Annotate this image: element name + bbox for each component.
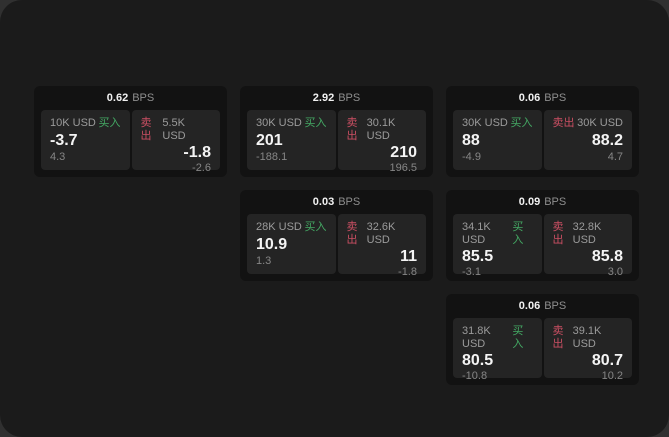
sell-sub-value: -1.8 [398,266,417,278]
buy-amount: 31.8K USD [462,325,491,350]
sell-quote-tile[interactable]: 卖出 32.6K USD 11 -1.8 [337,214,426,278]
quote-card: 0.09 BPS 34.1K USD 买入 85.5 -3.1 卖出 32.8K… [446,190,639,281]
quote-panes: 31.8K USD 买入 80.5 -10.8 卖出 39.1K USD 80.… [453,318,632,382]
bps-unit-label: BPS [544,300,567,312]
buy-amount: 30K USD [256,117,302,129]
buy-price: 201 [256,132,283,149]
sell-quote-tile[interactable]: 卖出 30.1K USD 210 196.5 [337,110,426,174]
quote-card: 2.92 BPS 30K USD 买入 201 -188.1 卖出 30.1K … [240,86,433,177]
buy-amount: 10K USD [50,117,96,129]
sell-label: 卖出 [552,117,575,129]
quote-card: 0.06 BPS 31.8K USD 买入 80.5 -10.8 卖出 39.1… [446,294,639,385]
sell-amount: 32.8K USD [572,221,602,246]
buy-quote-tile[interactable]: 30K USD 买入 201 -188.1 [247,110,336,170]
bps-unit-label: BPS [338,92,361,104]
sell-amount: 32.6K USD [366,221,396,246]
bps-value: 0.62 [106,92,129,104]
sell-price: 80.7 [591,352,623,369]
buy-price: 80.5 [462,352,494,369]
buy-label: 买入 [304,221,327,233]
sell-label: 卖出 [140,117,152,142]
buy-sub-value: -10.8 [462,370,488,382]
buy-label: 买入 [512,221,524,246]
sell-amount: 5.5K USD [162,117,186,142]
buy-label: 买入 [304,117,327,129]
bps-value: 0.03 [312,196,335,208]
quote-panes: 30K USD 买入 88 -4.9 卖出 30K USD 88.2 4.7 [453,110,632,170]
card-header: 0.62 BPS [41,91,220,106]
buy-amount: 28K USD [256,221,302,233]
quote-panes: 10K USD 买入 -3.7 4.3 卖出 5.5K USD -1.8 -2.… [41,110,220,174]
card-header: 0.06 BPS [453,299,632,314]
buy-sub-value: -188.1 [256,151,288,163]
card-header: 2.92 BPS [247,91,426,106]
sell-price: -1.8 [183,144,211,161]
buy-quote-tile[interactable]: 30K USD 买入 88 -4.9 [453,110,542,170]
buy-quote-tile[interactable]: 31.8K USD 买入 80.5 -10.8 [453,318,542,382]
quote-board: 0.62 BPS 10K USD 买入 -3.7 4.3 卖出 5.5K USD [34,86,639,385]
buy-quote-tile[interactable]: 28K USD 买入 10.9 1.3 [247,214,336,274]
buy-price: -3.7 [50,132,78,149]
sell-sub-value: 3.0 [607,266,623,278]
quote-card: 0.03 BPS 28K USD 买入 10.9 1.3 卖出 32.6K US… [240,190,433,281]
quote-panes: 28K USD 买入 10.9 1.3 卖出 32.6K USD 11 -1.8 [247,214,426,278]
sell-label: 卖出 [346,221,358,246]
sell-price: 11 [400,248,417,265]
buy-quote-tile[interactable]: 34.1K USD 买入 85.5 -3.1 [453,214,542,278]
sell-label: 卖出 [552,325,564,350]
quote-card: 0.62 BPS 10K USD 买入 -3.7 4.3 卖出 5.5K USD [34,86,227,177]
buy-amount: 30K USD [462,117,508,129]
buy-sub-value: -4.9 [462,151,481,163]
sell-quote-tile[interactable]: 卖出 32.8K USD 85.8 3.0 [543,214,632,278]
buy-quote-tile[interactable]: 10K USD 买入 -3.7 4.3 [41,110,130,170]
buy-amount: 34.1K USD [462,221,491,246]
sell-amount: 30K USD [577,117,623,129]
sell-sub-value: -2.6 [192,162,211,174]
bps-value: 0.09 [518,196,541,208]
sell-price: 210 [390,144,417,161]
sell-sub-value: 196.5 [389,162,417,174]
sell-quote-tile[interactable]: 卖出 5.5K USD -1.8 -2.6 [131,110,220,174]
card-header: 0.03 BPS [247,195,426,210]
bps-unit-label: BPS [544,92,567,104]
buy-sub-value: 1.3 [256,255,272,267]
sell-amount: 30.1K USD [366,117,396,142]
bps-value: 2.92 [312,92,335,104]
sell-label: 卖出 [552,221,564,246]
sell-price: 85.8 [591,248,623,265]
bps-value: 0.06 [518,300,541,312]
buy-price: 85.5 [462,248,494,265]
buy-label: 买入 [98,117,121,129]
sell-quote-tile[interactable]: 卖出 30K USD 88.2 4.7 [543,110,632,170]
quote-panes: 34.1K USD 买入 85.5 -3.1 卖出 32.8K USD 85.8… [453,214,632,278]
sell-sub-value: 4.7 [607,151,623,163]
bps-value: 0.06 [518,92,541,104]
buy-label: 买入 [510,117,533,129]
sell-label: 卖出 [346,117,358,142]
buy-label: 买入 [512,325,524,350]
buy-sub-value: 4.3 [50,151,66,163]
sell-sub-value: 10.2 [601,370,623,382]
bps-unit-label: BPS [544,196,567,208]
sell-price: 88.2 [591,132,623,149]
buy-sub-value: -3.1 [462,266,481,278]
bps-unit-label: BPS [338,196,361,208]
card-header: 0.06 BPS [453,91,632,106]
sell-quote-tile[interactable]: 卖出 39.1K USD 80.7 10.2 [543,318,632,382]
quote-panes: 30K USD 买入 201 -188.1 卖出 30.1K USD 210 1… [247,110,426,174]
buy-price: 88 [462,132,480,149]
bps-unit-label: BPS [132,92,155,104]
buy-price: 10.9 [256,236,288,253]
quote-card: 0.06 BPS 30K USD 买入 88 -4.9 卖出 30K USD [446,86,639,177]
sell-amount: 39.1K USD [572,325,602,350]
card-header: 0.09 BPS [453,195,632,210]
